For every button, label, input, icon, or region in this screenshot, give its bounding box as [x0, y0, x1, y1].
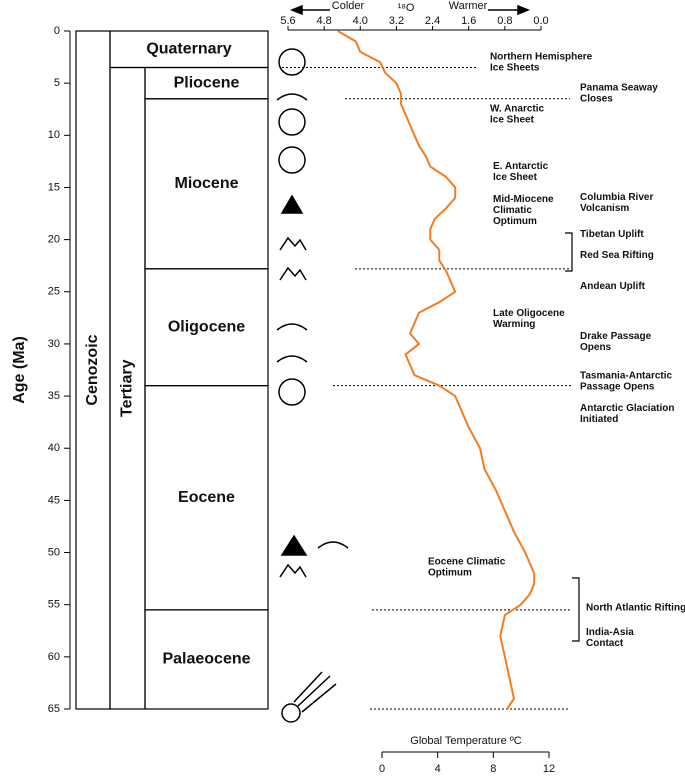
- y-tick-label: 5: [54, 77, 60, 89]
- x2-axis-label: Global Temperature ºC: [410, 735, 521, 747]
- event-label: Panama Seaway: [580, 83, 658, 94]
- x-tick-label: 2.4: [425, 15, 440, 27]
- event-label: Optimum: [428, 567, 472, 578]
- event-label: Passage Opens: [580, 382, 655, 393]
- period-label: Tertiary: [119, 359, 136, 417]
- event-label: Warming: [493, 319, 535, 330]
- x2-tick-label: 4: [435, 763, 441, 775]
- warmer-label: Warmer: [449, 0, 488, 12]
- epoch-label: Miocene: [174, 175, 238, 192]
- x-tick-label: 5.6: [280, 15, 295, 27]
- event-label: Initiated: [580, 414, 618, 425]
- x2-tick-label: 12: [543, 763, 555, 775]
- y-tick-label: 50: [48, 546, 60, 558]
- event-label: Northern Hemisphere: [490, 51, 593, 62]
- y-tick-label: 15: [48, 181, 60, 193]
- x-tick-label: 0.0: [533, 15, 548, 27]
- event-label: India-Asia: [586, 627, 634, 638]
- y-tick-label: 60: [48, 651, 60, 663]
- x2-tick-label: 8: [490, 763, 496, 775]
- y-tick-label: 20: [48, 234, 60, 246]
- x2-tick-label: 0: [379, 763, 385, 775]
- event-label: Red Sea Rifting: [580, 250, 654, 261]
- y-tick-label: 30: [48, 338, 60, 350]
- y-tick-label: 0: [54, 25, 60, 37]
- event-label: Contact: [586, 638, 624, 649]
- event-label: Andean Uplift: [580, 281, 646, 292]
- epoch-label: Quaternary: [146, 40, 231, 57]
- y-tick-label: 35: [48, 390, 60, 402]
- event-label: Tibetan Uplift: [580, 229, 644, 240]
- x-axis-label: ¹⁸O: [398, 2, 415, 14]
- x-tick-label: 4.0: [353, 15, 368, 27]
- y-tick-label: 25: [48, 286, 60, 298]
- event-label: Optimum: [493, 216, 537, 227]
- event-label: Opens: [580, 342, 612, 353]
- x-tick-label: 0.8: [497, 15, 512, 27]
- epoch-label: Palaeocene: [162, 651, 250, 668]
- y-tick-label: 10: [48, 129, 60, 141]
- era-label: Cenozoic: [84, 334, 101, 405]
- event-label: Columbia River: [580, 192, 653, 203]
- epoch-label: Eocene: [178, 489, 235, 506]
- event-label: Late Oligocene: [493, 308, 565, 319]
- event-label: North Atlantic Rifting: [586, 602, 685, 613]
- y-axis-label: Age (Ma): [11, 336, 28, 404]
- epoch-label: Pliocene: [174, 74, 240, 91]
- icons: [276, 48, 349, 723]
- direction-arrows: [289, 4, 531, 16]
- event-label: W. Anarctic: [490, 104, 545, 115]
- event-label: Volcanism: [580, 203, 629, 214]
- o18-line: [337, 30, 536, 710]
- event-label: Tasmania-Antarctic: [580, 371, 673, 382]
- y-tick-label: 40: [48, 442, 60, 454]
- event-label: Eocene Climatic: [428, 556, 506, 567]
- epoch-box: [144, 609, 269, 710]
- event-label: Ice Sheet: [493, 172, 538, 183]
- y-tick-label: 45: [48, 494, 60, 506]
- y-tick-label: 65: [48, 703, 60, 715]
- x-tick-label: 3.2: [389, 15, 404, 27]
- epoch-label: Oligocene: [168, 318, 245, 335]
- event-label: Ice Sheets: [490, 62, 540, 73]
- event-label: Closes: [580, 94, 613, 105]
- event-label: E. Antarctic: [493, 161, 549, 172]
- x-tick-label: 4.8: [316, 15, 331, 27]
- event-label: Antarctic Glaciation: [580, 403, 674, 414]
- event-label: Climatic: [493, 205, 532, 216]
- x-tick-label: 1.6: [461, 15, 476, 27]
- event-label: Ice Sheet: [490, 115, 535, 126]
- event-label: Mid-Miocene: [493, 194, 554, 205]
- event-label: Drake Passage: [580, 331, 652, 342]
- colder-label: Colder: [332, 0, 365, 12]
- brackets: [565, 232, 580, 642]
- y-tick-label: 55: [48, 599, 60, 611]
